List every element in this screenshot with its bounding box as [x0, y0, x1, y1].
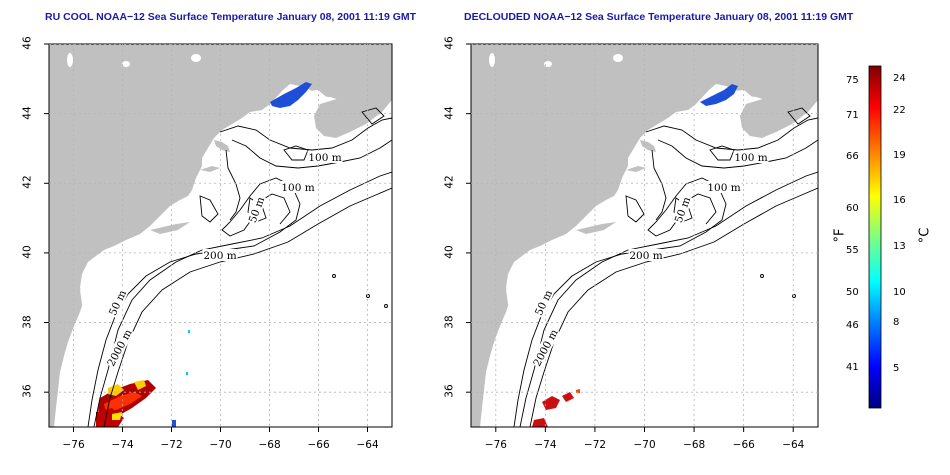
- contour-label: 100 m: [308, 152, 341, 164]
- fahrenheit-tick: 75: [846, 75, 859, 86]
- contour-label: 100 m: [281, 182, 314, 194]
- x-tick-label: −64: [782, 439, 805, 451]
- left-map-title: RU COOL NOAA−12 Sea Surface Temperature …: [45, 11, 417, 23]
- x-tick-label: −64: [356, 439, 379, 451]
- x-tick-label: −76: [484, 439, 507, 451]
- fahrenheit-tick: 41: [846, 362, 859, 373]
- x-tick-label: −68: [683, 439, 706, 451]
- contour-label-bg: [202, 249, 238, 261]
- x-tick-label: −66: [307, 439, 330, 451]
- x-tick-label: −74: [111, 439, 134, 451]
- right-sst-warm-patch: [532, 389, 580, 427]
- celsius-tick: 10: [893, 287, 906, 298]
- y-tick-label: 38: [443, 314, 456, 329]
- y-tick-label: 46: [21, 36, 34, 50]
- x-tick-label: −72: [160, 439, 183, 451]
- fahrenheit-label: °F: [832, 228, 848, 243]
- celsius-tick: 5: [893, 363, 900, 374]
- fahrenheit-tick: 66: [846, 151, 859, 162]
- contour-label: 200 m: [629, 250, 662, 262]
- left-sst-warm-patch: [96, 330, 190, 427]
- contour-label-bg: [280, 181, 316, 193]
- contour-label-bg: [104, 326, 135, 369]
- left-sst-blue-patch: [270, 82, 312, 108]
- y-tick-label: 42: [443, 175, 456, 189]
- y-tick-label: 40: [21, 245, 34, 259]
- contour-label-bg: [628, 249, 664, 261]
- left-land: [49, 44, 392, 427]
- celsius-tick: 22: [893, 105, 906, 116]
- y-tick-label: 40: [443, 245, 456, 259]
- celsius-tick: 16: [893, 195, 906, 206]
- contour-label-bg: [245, 194, 267, 226]
- contour-label-bg: [706, 181, 742, 193]
- y-tick-label: 38: [21, 314, 34, 329]
- x-tick-label: −70: [633, 439, 656, 451]
- x-tick-label: −74: [534, 439, 557, 451]
- fahrenheit-tick: 71: [846, 110, 859, 121]
- right-map-title: DECLOUDED NOAA−12 Sea Surface Temperatur…: [464, 11, 854, 23]
- celsius-label: °C: [917, 227, 933, 244]
- contour-label-bg: [105, 286, 129, 319]
- fahrenheit-tick: 60: [846, 203, 859, 214]
- contour-label-bg: [531, 286, 555, 319]
- right-grid: [471, 44, 818, 427]
- fahrenheit-tick: 55: [846, 245, 859, 256]
- y-tick-label: 42: [21, 175, 34, 189]
- x-tick-label: −70: [209, 439, 232, 451]
- right-sst-blue-patch: [700, 84, 738, 106]
- x-tick-label: −68: [258, 439, 281, 451]
- fahrenheit-tick: 50: [846, 287, 859, 298]
- x-tick-label: −76: [62, 439, 85, 451]
- celsius-tick: 8: [893, 317, 900, 328]
- contour-label-bg: [530, 326, 561, 369]
- y-tick-label: 44: [21, 105, 34, 120]
- contour-label: 100 m: [734, 152, 767, 164]
- y-tick-label: 44: [443, 105, 456, 120]
- y-tick-label: 36: [21, 384, 34, 398]
- right-land: [471, 44, 818, 427]
- celsius-tick: 24: [893, 73, 906, 84]
- contour-label: 100 m: [707, 182, 740, 194]
- contour-label: 200 m: [203, 250, 236, 262]
- celsius-tick: 19: [893, 150, 906, 161]
- contour-label-bg: [307, 151, 343, 163]
- contour-label-bg: [671, 194, 693, 226]
- contour-label-bg: [733, 151, 769, 163]
- x-tick-label: −66: [732, 439, 755, 451]
- y-tick-label: 46: [443, 36, 456, 50]
- fahrenheit-tick: 46: [846, 320, 859, 331]
- celsius-tick: 13: [893, 241, 906, 252]
- axis-ticks: [44, 43, 794, 432]
- colorbar: [868, 65, 882, 409]
- y-tick-label: 36: [443, 384, 456, 398]
- x-tick-label: −72: [583, 439, 607, 451]
